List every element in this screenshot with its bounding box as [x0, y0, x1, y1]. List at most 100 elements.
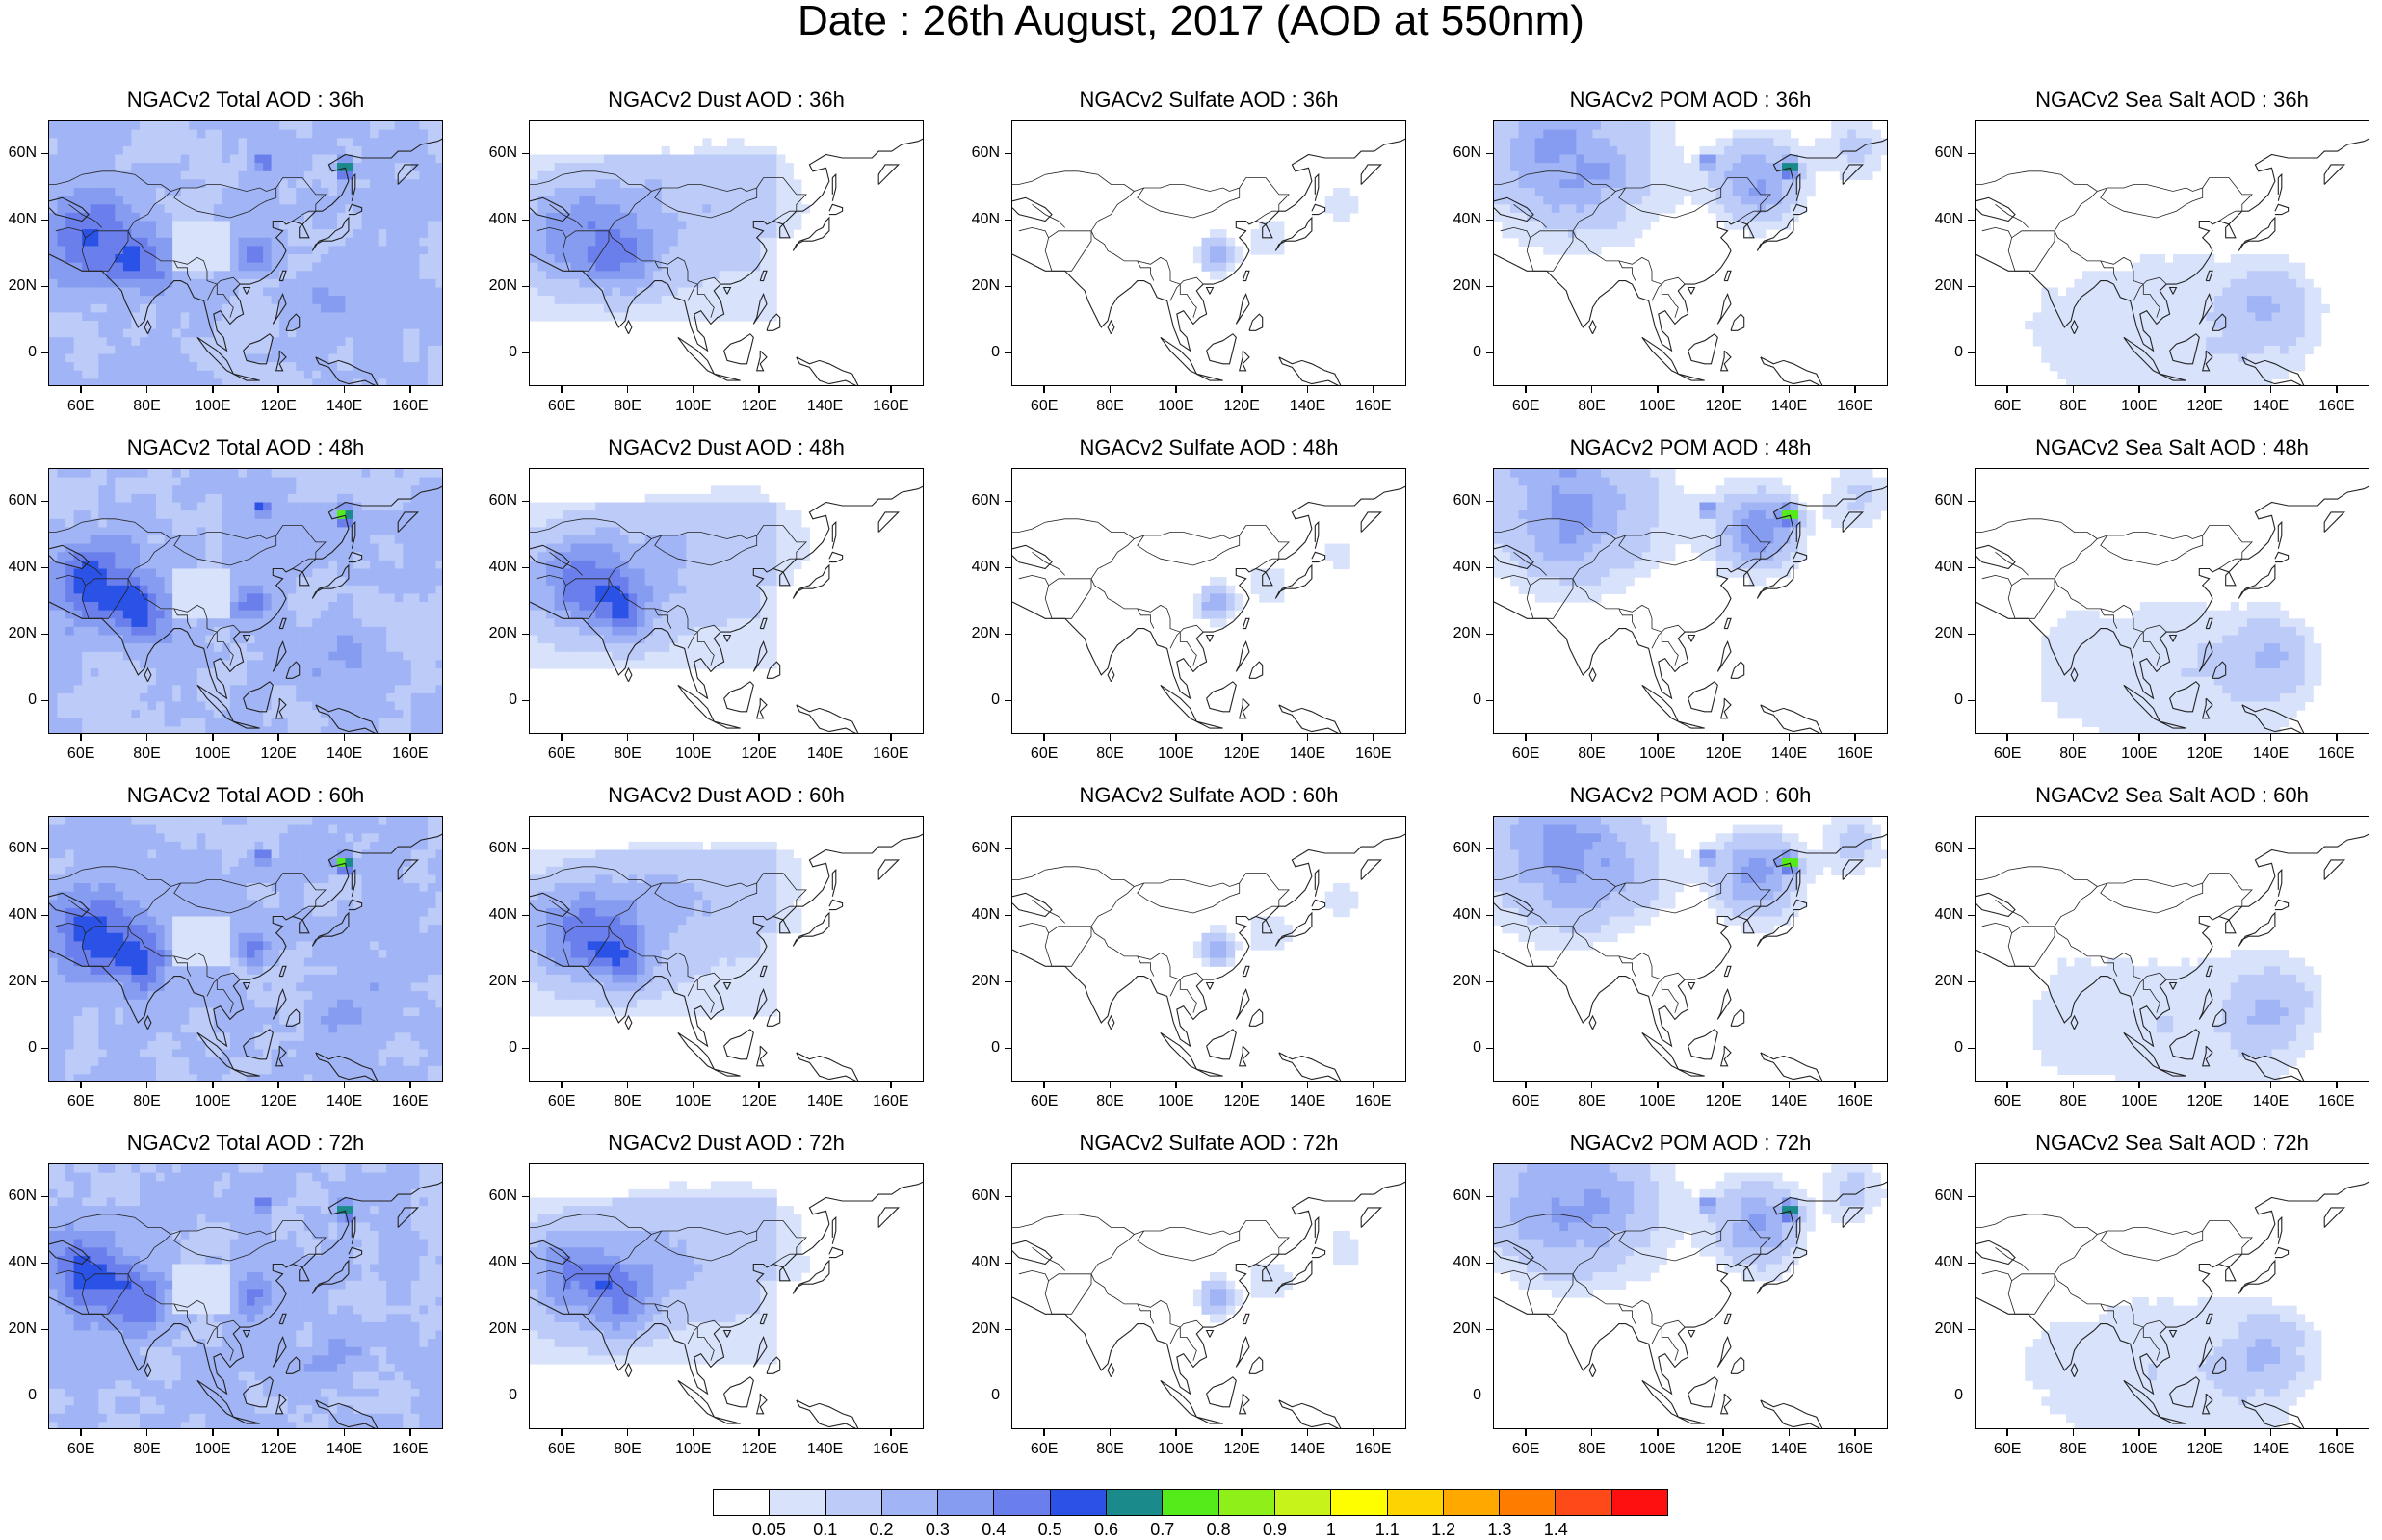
aod-cell: [720, 196, 728, 205]
aod-cell: [272, 204, 280, 213]
aod-cell: [1543, 171, 1552, 180]
aod-cell: [1535, 155, 1544, 164]
aod-cell: [2173, 263, 2182, 272]
aod-cell: [379, 163, 387, 171]
aod-cell: [612, 204, 620, 213]
aod-cell: [678, 238, 687, 247]
aod-cell: [321, 627, 329, 636]
aod-cell: [263, 163, 272, 171]
aod-cell: [604, 254, 613, 263]
aod-cell: [403, 204, 411, 213]
aod-cell: [2247, 329, 2256, 338]
aod-cell: [304, 544, 313, 553]
lon-tick-label: 140E: [316, 398, 374, 415]
aod-cell: [214, 246, 222, 254]
aod-cell: [58, 677, 66, 686]
aod-cell: [2057, 346, 2066, 354]
aod-cell: [255, 702, 264, 711]
aod-cell: [1559, 130, 1568, 139]
aod-cell: [222, 378, 230, 386]
aod-cell: [148, 146, 157, 155]
aod-cell: [395, 329, 404, 338]
aod-cell: [386, 602, 395, 611]
aod-cell: [165, 618, 173, 627]
aod-cell: [2140, 271, 2149, 279]
aod-cell: [744, 254, 752, 263]
aod-cell: [530, 312, 538, 321]
aod-cell: [107, 329, 116, 338]
aod-cell: [744, 179, 752, 188]
aod-field: [1012, 121, 1406, 386]
aod-cell: [612, 222, 620, 230]
aod-cell: [629, 312, 638, 321]
aod-cell: [2238, 296, 2247, 304]
aod-cell: [156, 478, 165, 486]
lon-tick-label: 60E: [1015, 398, 1073, 415]
aod-cell: [222, 544, 230, 553]
aod-cell: [239, 503, 248, 511]
lon-tick: [409, 386, 411, 393]
aod-cell: [65, 577, 74, 586]
coastline: [1761, 357, 1823, 386]
aod-cell: [1510, 121, 1519, 130]
aod-cell: [98, 677, 107, 686]
aod-cell: [239, 254, 248, 263]
aod-cell: [419, 544, 428, 553]
aod-cell: [1666, 171, 1675, 180]
aod-cell: [82, 271, 91, 279]
aod-cell: [620, 296, 629, 304]
aod-cell: [1757, 130, 1766, 139]
aod-cell: [370, 668, 379, 677]
aod-cell: [595, 213, 604, 222]
aod-cell: [694, 254, 703, 263]
aod-cell: [148, 702, 157, 711]
aod-cell: [288, 130, 297, 139]
aod-cell: [181, 718, 190, 727]
aod-cell: [288, 602, 297, 611]
aod-cell: [279, 611, 288, 619]
aod-cell: [1576, 229, 1584, 238]
aod-cell: [2124, 378, 2133, 386]
aod-cell: [91, 702, 99, 711]
aod-cell: [272, 519, 280, 528]
aod-cell: [1527, 179, 1535, 188]
aod-cell: [411, 569, 420, 578]
aod-cell: [1716, 138, 1725, 146]
aod-cell: [156, 179, 165, 188]
aod-cell: [727, 163, 736, 171]
aod-cell: [312, 163, 321, 171]
aod-cell: [411, 561, 420, 569]
aod-cell: [411, 329, 420, 338]
aod-cell: [222, 312, 230, 321]
aod-cell: [197, 213, 206, 222]
aod-cell: [65, 611, 74, 619]
aod-cell: [181, 535, 190, 544]
aod-cell: [304, 693, 313, 702]
aod-cell: [131, 718, 140, 727]
aod-cell: [1872, 163, 1881, 171]
aod-cell: [140, 718, 148, 727]
aod-cell: [1226, 263, 1235, 272]
aod-cell: [288, 354, 297, 363]
aod-cell: [637, 296, 645, 304]
aod-cell: [197, 586, 206, 594]
aod-cell: [272, 146, 280, 155]
aod-cell: [678, 222, 687, 230]
aod-cell: [165, 519, 173, 528]
aod-cell: [1559, 121, 1568, 130]
aod-cell: [58, 494, 66, 503]
aod-cell: [189, 535, 197, 544]
aod-cell: [239, 321, 248, 329]
aod-cell: [2272, 271, 2281, 279]
aod-cell: [181, 246, 190, 254]
aod-cell: [1552, 196, 1560, 205]
aod-cell: [140, 685, 148, 693]
aod-cell: [2075, 337, 2083, 346]
aod-cell: [98, 354, 107, 363]
aod-cell: [2264, 346, 2272, 354]
aod-cell: [337, 229, 346, 238]
panel-title: NGACv2 Total AOD : 36h: [48, 88, 443, 113]
lat-tick: [522, 286, 529, 288]
aod-cell: [2305, 304, 2314, 313]
aod-cell: [346, 271, 354, 279]
